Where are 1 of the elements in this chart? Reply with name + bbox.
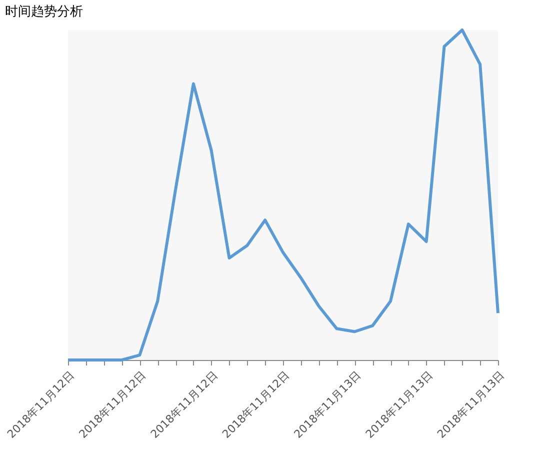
chart-title: 时间趋势分析 — [5, 4, 84, 20]
